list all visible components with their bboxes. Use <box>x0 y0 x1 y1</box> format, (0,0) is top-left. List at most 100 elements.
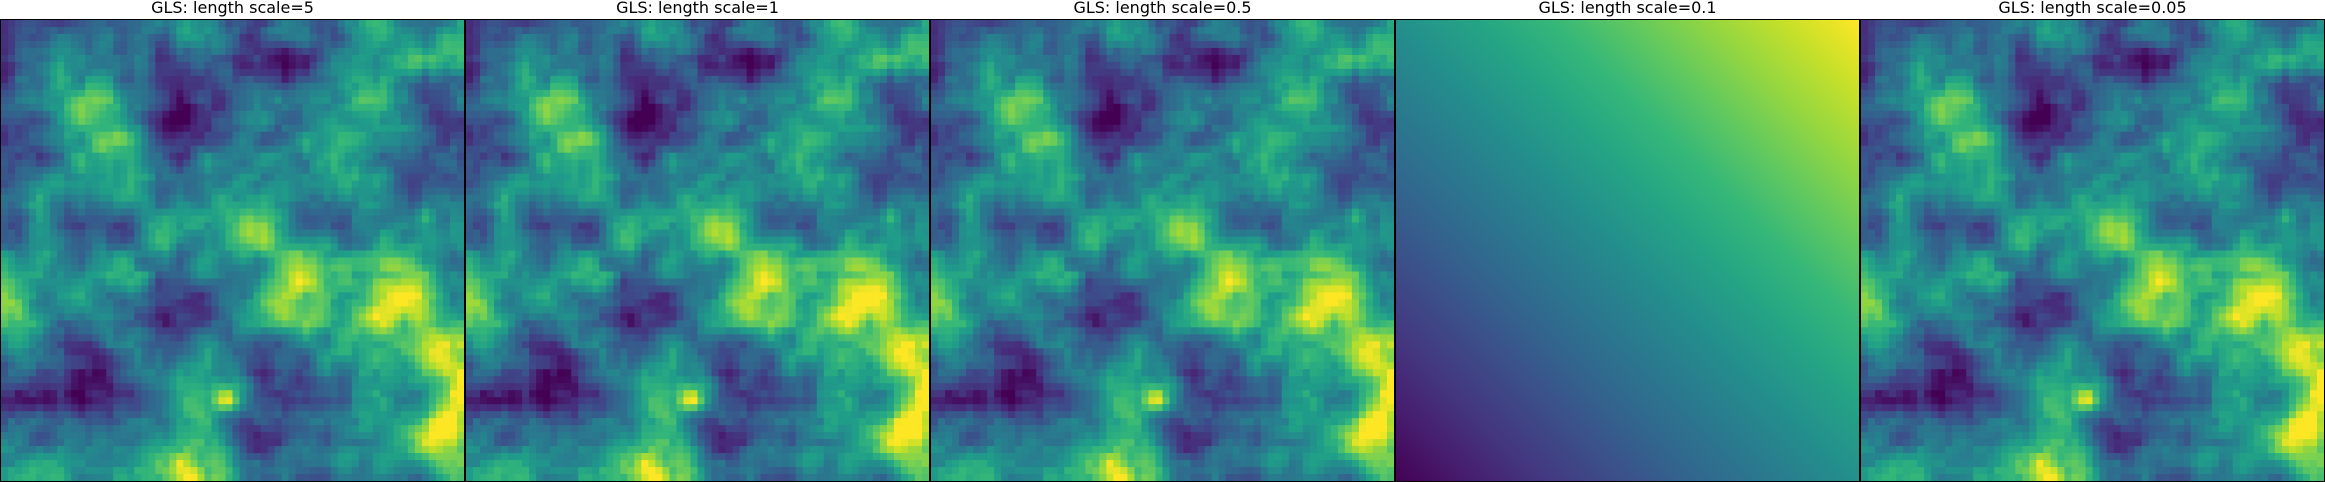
heatmap-cell <box>43 229 51 238</box>
heatmap-cell <box>858 75 867 84</box>
heatmap-cell <box>421 124 430 133</box>
heatmap-cell <box>176 383 184 391</box>
heatmap-cell <box>232 460 241 468</box>
heatmap-cell <box>141 320 149 328</box>
heatmap-cell <box>71 439 79 447</box>
heatmap-cell <box>893 33 902 42</box>
heatmap-cell <box>449 54 458 63</box>
heatmap-cell <box>64 439 72 447</box>
heatmap-cell <box>456 432 464 440</box>
heatmap-cell <box>316 75 325 84</box>
heatmap-cell <box>274 271 283 280</box>
heatmap-cell <box>106 446 114 454</box>
heatmap-cell <box>316 68 325 77</box>
heatmap-cell <box>442 117 451 126</box>
heatmap-cell <box>323 390 332 398</box>
heatmap-cell <box>295 341 304 349</box>
heatmap-cell <box>106 264 114 273</box>
heatmap-cell <box>323 250 332 259</box>
heatmap-cell <box>267 355 276 363</box>
heatmap-cell <box>15 75 23 84</box>
heatmap-cell <box>274 285 283 293</box>
heatmap-cell <box>442 159 451 168</box>
heatmap-cell <box>141 453 149 461</box>
heatmap-cell <box>379 320 388 328</box>
heatmap-cell <box>288 82 297 91</box>
heatmap-cell <box>15 194 23 203</box>
heatmap-cell <box>393 348 402 356</box>
heatmap-cell <box>344 271 353 280</box>
heatmap-cell <box>295 222 304 231</box>
heatmap-cell <box>414 173 423 182</box>
heatmap-cell <box>155 222 163 231</box>
heatmap-cell <box>386 334 395 342</box>
heatmap-cell <box>407 138 416 147</box>
heatmap-cell <box>190 355 199 363</box>
heatmap-cell <box>267 20 276 28</box>
heatmap-cell <box>746 20 755 28</box>
heatmap-cell <box>802 68 811 77</box>
heatmap-cell <box>64 61 72 70</box>
heatmap-cell <box>176 285 184 293</box>
heatmap-cell <box>337 173 346 182</box>
heatmap-cell <box>148 264 156 273</box>
heatmap-cell <box>449 75 458 84</box>
heatmap-cell <box>267 313 276 321</box>
heatmap-cell <box>858 20 867 28</box>
heatmap-cell <box>148 61 156 70</box>
heatmap-cell <box>232 467 241 475</box>
heatmap-cell <box>239 425 248 433</box>
heatmap-cell <box>246 82 255 91</box>
heatmap-cell <box>113 432 121 440</box>
heatmap-cell <box>634 82 642 91</box>
heatmap-cell <box>127 68 135 77</box>
heatmap-cell <box>1 215 9 224</box>
heatmap-cell <box>267 173 276 182</box>
heatmap-cell <box>428 390 437 398</box>
heatmap-cell <box>183 418 192 426</box>
heatmap-cell <box>134 166 142 175</box>
heatmap-cell <box>522 33 530 42</box>
heatmap-cell <box>8 467 16 475</box>
heatmap-cell <box>43 446 51 454</box>
heatmap-cell <box>141 299 149 307</box>
heatmap-cell <box>246 446 255 454</box>
heatmap-cell <box>204 61 213 70</box>
heatmap-cell <box>120 418 128 426</box>
heatmap-cell <box>309 404 318 412</box>
heatmap-cell <box>204 138 213 147</box>
heatmap-cell <box>85 152 93 161</box>
heatmap-cell <box>99 355 107 363</box>
heatmap-cell <box>365 110 374 119</box>
heatmap-cell <box>148 229 156 238</box>
heatmap-cell <box>393 355 402 363</box>
heatmap-cell <box>781 75 790 84</box>
heatmap-cell <box>71 201 79 210</box>
heatmap-cell <box>907 61 916 70</box>
heatmap-cell <box>85 278 93 287</box>
heatmap-cell <box>1 390 9 398</box>
heatmap-cell <box>99 292 107 300</box>
heatmap-cell <box>232 243 241 252</box>
heatmap-cell <box>211 61 220 70</box>
heatmap-cell <box>351 103 360 112</box>
heatmap-cell <box>330 341 339 349</box>
heatmap-cell <box>662 20 671 28</box>
heatmap-cell <box>50 348 58 356</box>
heatmap-cell <box>197 376 206 384</box>
heatmap-cell <box>337 404 346 412</box>
heatmap-cell <box>211 222 220 231</box>
heatmap-cell <box>176 257 184 266</box>
heatmap-cell <box>183 320 192 328</box>
heatmap-cell <box>309 61 318 70</box>
heatmap-cell <box>344 334 353 342</box>
heatmap-cell <box>788 40 797 49</box>
heatmap-cell <box>365 299 374 307</box>
heatmap-cell <box>449 334 458 342</box>
heatmap-cell <box>204 439 213 447</box>
heatmap-cell <box>71 243 79 252</box>
heatmap-cell <box>288 124 297 133</box>
heatmap-cell <box>113 285 121 293</box>
heatmap-cell <box>599 54 607 63</box>
heatmap-cell <box>302 292 311 300</box>
